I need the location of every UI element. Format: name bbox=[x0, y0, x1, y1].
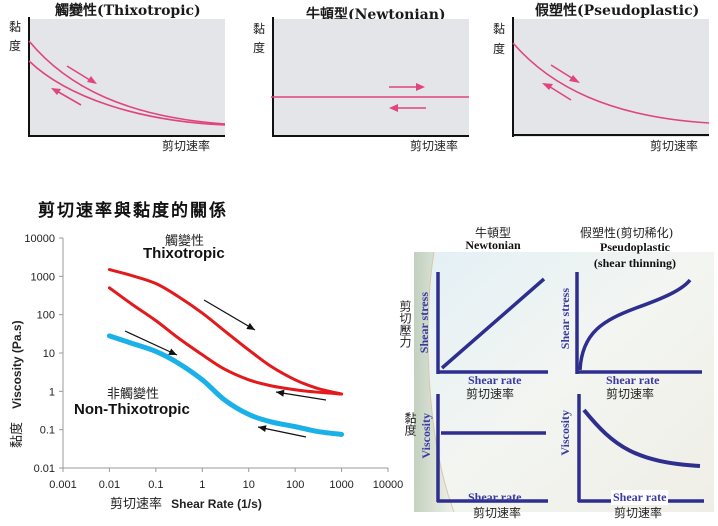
row-label-viscosity: 黏度 bbox=[403, 412, 417, 436]
plot-background bbox=[513, 19, 709, 137]
section-title: 剪切速率與黏度的關係 bbox=[38, 201, 228, 221]
shear-thinning-viscosity-curve bbox=[582, 408, 701, 468]
newtonian-sketch bbox=[271, 17, 469, 137]
y-label-char: 黏 bbox=[253, 22, 266, 36]
x-tick-label: 10000 bbox=[373, 479, 404, 491]
x-tick-label: 0.001 bbox=[49, 479, 77, 491]
arrow-left-icon bbox=[257, 425, 307, 438]
y-tick-label: 0.1 bbox=[40, 425, 55, 437]
panel-title: 觸變性(Thixotropic) bbox=[55, 3, 201, 19]
series-line-2 bbox=[106, 333, 345, 437]
pseudoplastic-header-cn: 假塑性(剪切稀化) bbox=[580, 226, 674, 240]
arrow-right-icon bbox=[550, 64, 580, 83]
y-label-char: 度 bbox=[493, 42, 506, 56]
y-axis-title-en: Viscosity (Pa.s) bbox=[10, 320, 24, 409]
axis-label-shear-stress-pseudoplastic: Shear stress bbox=[558, 288, 572, 350]
axis-label-shear-rate-cn: 剪切速率 bbox=[606, 387, 655, 401]
pseudoplastic-stress-graph bbox=[575, 272, 702, 374]
axis-label-shear-rate: Shear rate bbox=[468, 373, 522, 387]
pseudoplastic-header-en: Pseudoplastic bbox=[599, 240, 670, 254]
newtonian-header-cn: 牛頓型 bbox=[474, 226, 511, 240]
x-tick-label: 0.1 bbox=[148, 479, 163, 491]
annotation-non-thixotropic-en: Non-Thixotropic bbox=[74, 401, 190, 418]
arrow-right-icon bbox=[389, 83, 425, 91]
y-tick-label: 0.01 bbox=[34, 463, 55, 475]
x-tick-label: 1 bbox=[199, 479, 205, 491]
arrow-right-icon bbox=[66, 65, 97, 84]
y-tick-label: 1000 bbox=[31, 271, 55, 283]
x-label: 剪切速率 bbox=[162, 139, 211, 153]
x-label: 剪切速率 bbox=[650, 139, 699, 153]
pseudoplastic-header-sub: (shear thinning) bbox=[593, 256, 677, 270]
row-label-shear-stress: 剪切壓力 bbox=[398, 300, 412, 348]
x-label: 剪切速率 bbox=[410, 139, 459, 153]
x-axis-title: 剪切速率 Shear Rate (1/s) bbox=[110, 493, 262, 512]
arrow-left-icon bbox=[389, 104, 426, 112]
x-axis-title-en: Shear Rate (1/s) bbox=[171, 497, 262, 511]
shear-thinning-stress-curve bbox=[578, 278, 692, 371]
x-tick-label: 100 bbox=[286, 479, 304, 491]
axis-label-shear-rate: Shear rate bbox=[606, 373, 660, 387]
arrow-left-icon bbox=[542, 83, 572, 101]
plot-background bbox=[273, 19, 469, 137]
annotation-non-thixotropic-cn: 非觸變性 bbox=[107, 387, 160, 402]
thixotropic-sketch bbox=[28, 17, 226, 137]
axis-label-viscosity-pseudoplastic: Viscosity bbox=[558, 410, 572, 456]
axis-label-shear-rate-cn: 剪切速率 bbox=[614, 506, 663, 520]
x-tick-label: 0.01 bbox=[99, 479, 120, 491]
axis-label-shear-rate: Shear rate bbox=[468, 490, 522, 504]
pseudoplastic-sketch bbox=[512, 17, 710, 137]
arrow-down-right-icon bbox=[203, 299, 256, 331]
plot-background bbox=[29, 19, 225, 137]
newtonian-header-en: Newtonian bbox=[465, 238, 521, 252]
up-curve bbox=[28, 40, 226, 125]
x-axis-title-cn: 剪切速率 bbox=[110, 497, 163, 512]
annotation-thixotropic-cn: 觸變性 bbox=[165, 234, 205, 249]
y-axis-title-cn: 黏度 bbox=[10, 421, 25, 448]
axis-label-shear-rate: Shear rate bbox=[611, 490, 669, 505]
axis-label-shear-rate-cn: 剪切速率 bbox=[473, 506, 522, 520]
y-tick-label: 100 bbox=[37, 310, 55, 322]
viscosity-chart: 10000 1000 100 10 1 0.1 0.01 0.001 0.01 0.1 1 10 100… bbox=[24, 233, 403, 491]
newtonian-viscosity-graph bbox=[436, 394, 548, 503]
x-tick-label: 1000 bbox=[329, 479, 353, 491]
y-tick-label: 1 bbox=[49, 386, 55, 398]
x-tick-label: 10 bbox=[243, 479, 255, 491]
y-label-char: 度 bbox=[253, 41, 266, 55]
axis-label-shear-stress-newtonian: Shear stress bbox=[417, 292, 431, 354]
axis-label-shear-rate-cn: 剪切速率 bbox=[466, 387, 515, 401]
flow-graphs bbox=[436, 272, 704, 503]
linear-stress-line bbox=[440, 277, 546, 370]
y-tick-label: 10 bbox=[43, 348, 55, 360]
y-label-char: 黏 bbox=[493, 22, 506, 36]
down-curve bbox=[28, 60, 226, 126]
panel-title: 假塑性(Pseudoplastic) bbox=[535, 3, 700, 19]
axis-label-viscosity-newtonian: Viscosity bbox=[419, 413, 433, 459]
newtonian-stress-graph bbox=[436, 272, 548, 374]
series-line-0 bbox=[107, 268, 344, 396]
series-line-1 bbox=[107, 286, 344, 396]
viscosity-curve bbox=[512, 42, 710, 124]
arrow-left-icon bbox=[51, 88, 82, 106]
y-tick-label: 10000 bbox=[24, 233, 55, 245]
y-label-char: 黏 bbox=[9, 20, 22, 34]
annotation-thixotropic-en: Thixotropic bbox=[143, 245, 225, 262]
arrow-left-icon bbox=[275, 389, 327, 401]
pseudoplastic-viscosity-graph bbox=[577, 394, 704, 503]
y-label-char: 度 bbox=[9, 39, 22, 53]
y-axis-title: 黏度 Viscosity (Pa.s) bbox=[6, 270, 36, 450]
arrow-down-right-icon bbox=[124, 330, 178, 356]
